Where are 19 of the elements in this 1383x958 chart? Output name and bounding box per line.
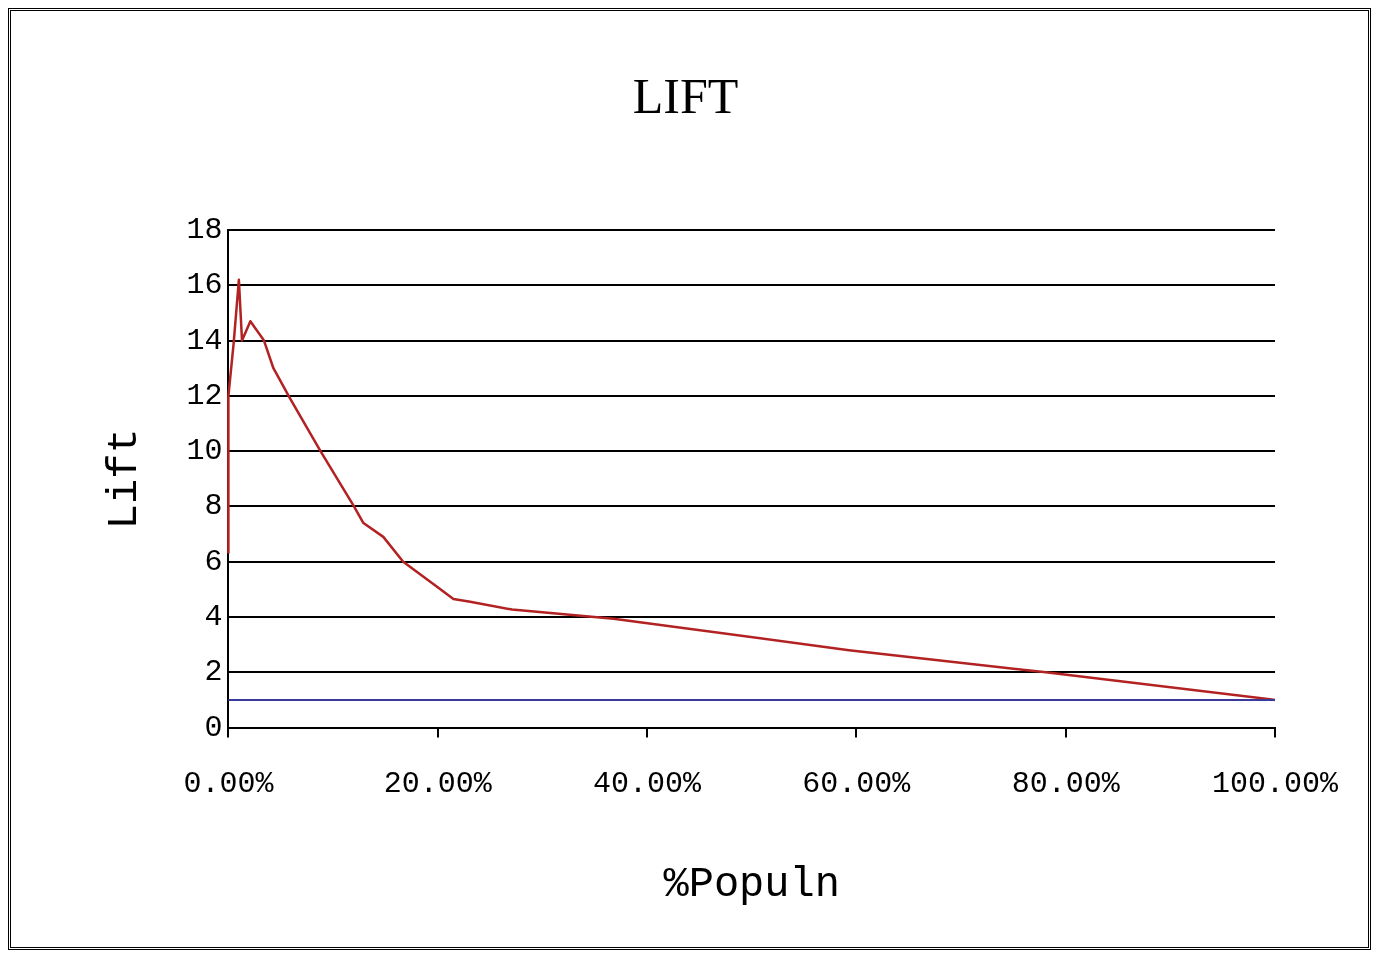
x-tick-label: 80.00% — [1011, 766, 1121, 801]
y-tick-label: 10 — [186, 434, 223, 469]
y-tick-label: 4 — [204, 599, 223, 634]
y-axis-title: Lift — [101, 428, 150, 530]
x-tick-label: 0.00% — [183, 766, 275, 801]
x-axis-title: %Populn — [663, 860, 840, 909]
x-tick-label: 40.00% — [593, 766, 703, 801]
x-tick-label: 100.00% — [1211, 766, 1339, 801]
x-tick-label: 20.00% — [383, 766, 493, 801]
y-tick-label: 8 — [204, 489, 223, 524]
chart-title: LIFT — [632, 68, 739, 125]
y-tick-label: 14 — [186, 323, 223, 358]
y-tick-label: 16 — [186, 268, 223, 303]
y-tick-label: 6 — [204, 544, 223, 579]
y-tick-label: 18 — [186, 212, 223, 247]
x-tick-label: 60.00% — [802, 766, 912, 801]
y-tick-label: 0 — [204, 710, 223, 745]
y-tick-label: 12 — [186, 378, 223, 413]
y-tick-label: 2 — [204, 655, 223, 690]
